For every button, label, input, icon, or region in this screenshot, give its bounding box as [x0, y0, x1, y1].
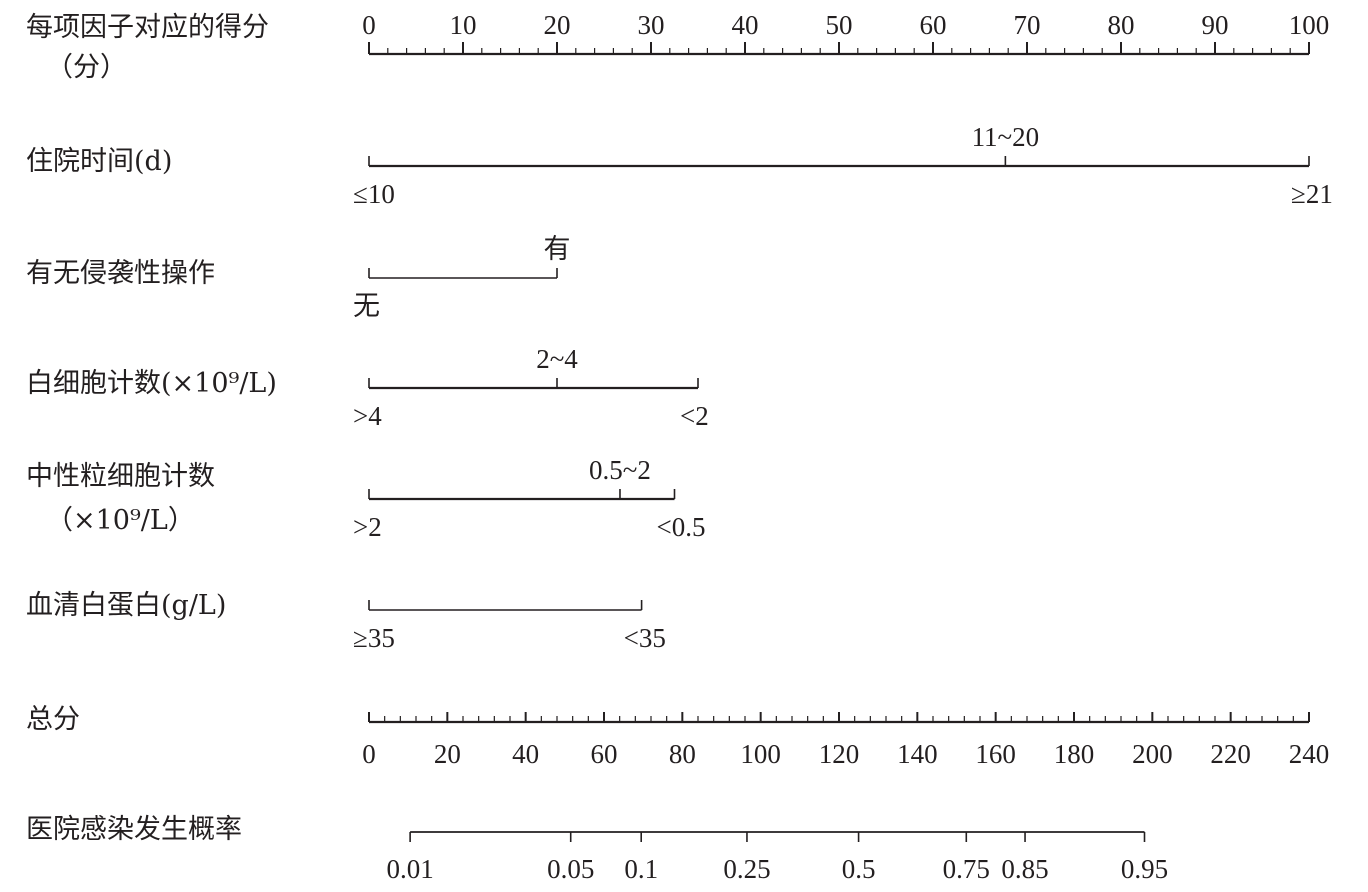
predictor-2-level-label: 2~4 [536, 344, 578, 374]
predictor-2-level-label: <2 [680, 401, 709, 431]
total-tick-label: 80 [669, 739, 696, 769]
total-tick-label: 240 [1289, 739, 1330, 769]
points-tick-label: 0 [362, 10, 376, 40]
predictor-2-axis: 白细胞计数(×10⁹/L) >4 2~4 <2 [26, 344, 709, 431]
total-tick-label: 60 [591, 739, 618, 769]
points-tick-label: 30 [638, 10, 665, 40]
predictor-3-label-line-0: 中性粒细胞计数 [26, 461, 215, 492]
predictor-2-label-line-0: 白细胞计数(×10⁹/L) [26, 368, 277, 399]
total-tick-label: 100 [740, 739, 781, 769]
predictor-3-level-label: <0.5 [657, 512, 706, 542]
total-tick-label: 140 [897, 739, 938, 769]
predictor-4-level-label: ≥35 [353, 623, 395, 653]
points-tick-label: 70 [1014, 10, 1041, 40]
probability-tick-label: 0.95 [1121, 854, 1168, 884]
probability-tick-label: 0.01 [387, 854, 434, 884]
points-tick-label: 10 [450, 10, 477, 40]
total-tick-label: 200 [1132, 739, 1173, 769]
total-tick-label: 20 [434, 739, 461, 769]
predictor-3-axis: 中性粒细胞计数 （×10⁹/L） >2 0.5~2<0.5 [26, 455, 705, 542]
predictor-0-level-label: ≤10 [353, 179, 395, 209]
total-tick-label: 0 [362, 739, 376, 769]
predictor-1-level-label: 有 [544, 234, 571, 264]
total-tick-label: 180 [1054, 739, 1095, 769]
points-tick-label: 20 [544, 10, 571, 40]
probability-axis: 医院感染发生概率 0.01 0.05 0.1 0.25 0.5 0.75 0.85 0.95 [26, 814, 1168, 884]
predictor-3-level-label: >2 [353, 512, 382, 542]
points-tick-label: 40 [732, 10, 759, 40]
probability-tick-label: 0.05 [547, 854, 594, 884]
predictor-4-level-label: <35 [624, 623, 666, 653]
predictor-0-label-line-0: 住院时间(d) [26, 146, 172, 177]
total-points-label-line-0: 总分 [26, 704, 80, 735]
probability-tick-label: 0.85 [1001, 854, 1048, 884]
predictor-3-level-label: 0.5~2 [589, 455, 651, 485]
predictor-1-level-label: 无 [353, 291, 380, 321]
predictor-0-level-label: ≥21 [1291, 179, 1333, 209]
probability-tick-label: 0.75 [943, 854, 990, 884]
predictor-4-axis: 血清白蛋白(g/L) ≥35 <35 [26, 590, 666, 653]
predictor-3-label-line-1: （×10⁹/L） [46, 505, 195, 536]
points-scale-axis: 每项因子对应的得分 （分） 0 10 20 30 40 50 60 70 80 90 100 [26, 10, 1329, 83]
predictor-0-axis: 住院时间(d) ≤10 11~20 ≥21 [26, 122, 1333, 209]
probability-label-line-0: 医院感染发生概率 [26, 814, 242, 845]
predictor-4-label-line-0: 血清白蛋白(g/L) [26, 590, 226, 621]
total-tick-label: 120 [819, 739, 860, 769]
total-points-axis: 总分 0 20 40 60 80 100 120 140 160 180 200 220 240 [26, 704, 1329, 769]
probability-tick-label: 0.5 [842, 854, 876, 884]
probability-tick-label: 0.25 [723, 854, 770, 884]
points-tick-label: 60 [920, 10, 947, 40]
total-tick-label: 220 [1210, 739, 1251, 769]
points-tick-label: 90 [1202, 10, 1229, 40]
points-scale-label-line-0: 每项因子对应的得分 [26, 12, 269, 43]
points-tick-label: 50 [826, 10, 853, 40]
points-tick-label: 100 [1289, 10, 1330, 40]
probability-tick-label: 0.1 [624, 854, 658, 884]
predictor-2-level-label: >4 [353, 401, 382, 431]
predictor-1-label-line-0: 有无侵袭性操作 [26, 258, 215, 289]
points-tick-label: 80 [1108, 10, 1135, 40]
total-tick-label: 40 [512, 739, 539, 769]
total-tick-label: 160 [975, 739, 1016, 769]
predictor-0-level-label: 11~20 [972, 122, 1040, 152]
points-scale-label-line-1: （分） [46, 52, 127, 83]
